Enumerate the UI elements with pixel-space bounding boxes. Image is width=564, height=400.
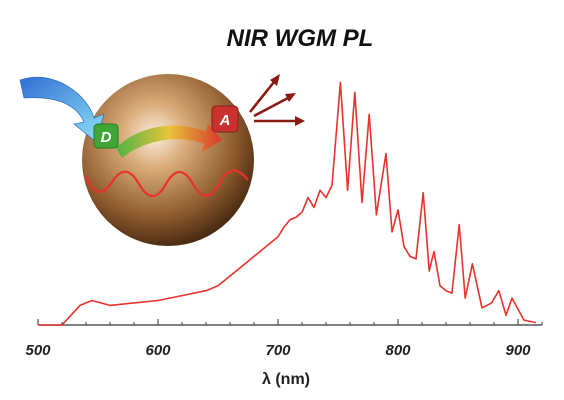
energy-transfer-arrow [116, 124, 222, 158]
x-tick-label: 900 [505, 342, 531, 359]
x-tick-label: 600 [145, 342, 171, 359]
acceptor-box: A [211, 105, 239, 133]
series-group [38, 81, 537, 326]
wgm-wave [84, 169, 249, 198]
acceptor-label: A [219, 112, 231, 129]
x-axis-label: λ (nm) [262, 371, 310, 388]
x-tick-label: 500 [25, 342, 51, 359]
excitation-arrow [19, 76, 105, 143]
chart-title: NIR WGM PL [227, 25, 374, 52]
x-tick-label: 700 [265, 342, 291, 359]
donor-box: D [93, 123, 119, 149]
x-axis: 500 600 700 800 900 [25, 319, 543, 359]
emission-arrows [248, 74, 305, 126]
microsphere [82, 74, 254, 246]
inset-illustration: D A [19, 74, 305, 246]
donor-label: D [101, 129, 112, 146]
pl-spectrum-line [38, 81, 537, 326]
x-tick-label: 800 [385, 342, 411, 359]
